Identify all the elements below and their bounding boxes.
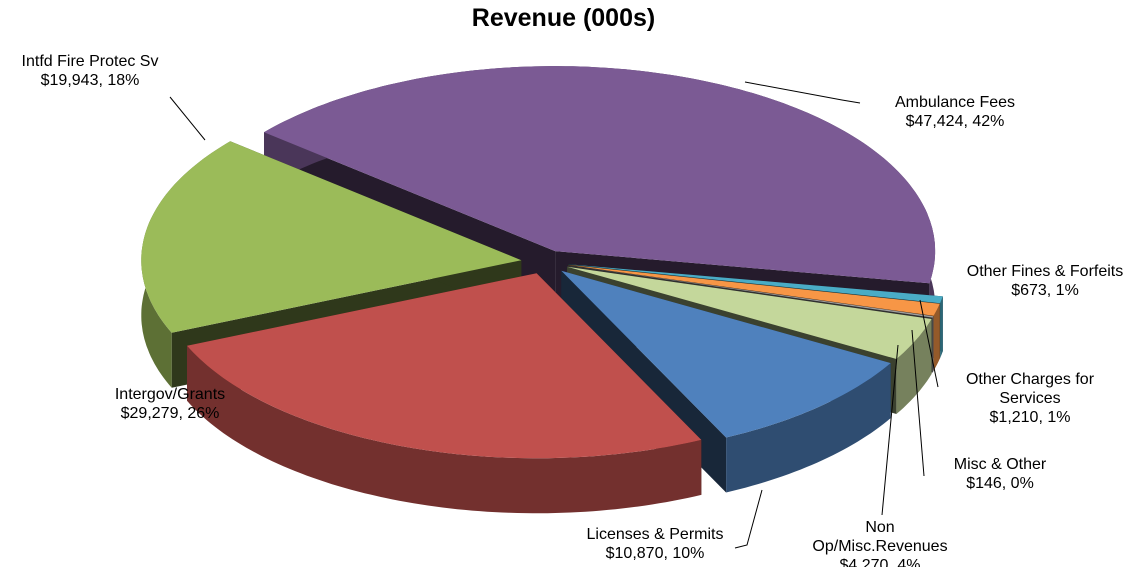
value-label: $29,279, 26% [120, 405, 220, 422]
chart-title: Revenue (000s) [471, 4, 656, 32]
data-label: Licenses & Permits $10,870, 10% [545, 525, 765, 563]
category-label: Ambulance Fees [894, 94, 1016, 111]
data-label: Other Charges for Services $1,210, 1% [935, 370, 1125, 427]
data-label: Intfd Fire Protec Sv $19,943, 18% [0, 52, 200, 90]
data-label: Other Fines & Forfeits $673, 1% [960, 262, 1127, 300]
value-label: $1,210, 1% [989, 409, 1071, 426]
data-label: Intergov/Grants $29,279, 26% [60, 385, 280, 423]
slice-wall [896, 319, 932, 414]
leader-line [734, 489, 763, 549]
data-label: Misc & Other $146, 0% [920, 455, 1080, 493]
slice-wall [940, 296, 943, 359]
slice [264, 66, 936, 284]
slice-wall [726, 363, 891, 493]
slice [568, 264, 943, 304]
slice-wall [932, 316, 934, 373]
slice-wall [933, 303, 940, 371]
value-label: $10,870, 10% [605, 545, 705, 562]
data-label: Non Op/Misc.Revenues $4,270, 4% [805, 518, 955, 567]
slice-wall [187, 345, 702, 514]
value-label: $673, 1% [1011, 282, 1079, 299]
leader-line [744, 81, 861, 104]
category-label: Licenses & Permits [586, 526, 724, 543]
leader-line [881, 344, 899, 516]
value-label: $4,270, 4% [839, 557, 921, 567]
slice [568, 264, 940, 316]
value-label: $146, 0% [966, 475, 1034, 492]
slice [141, 141, 522, 333]
slice [568, 265, 934, 318]
slice [567, 266, 932, 359]
slice [187, 273, 702, 459]
category-label: Non Op/Misc.Revenues [812, 519, 948, 555]
value-label: $19,943, 18% [40, 72, 140, 89]
value-label: $47,424, 42% [905, 113, 1005, 130]
data-label: Ambulance Fees $47,424, 42% [845, 93, 1065, 131]
leader-line [169, 96, 206, 141]
leader-line [919, 299, 939, 388]
category-label: Misc & Other [953, 456, 1047, 473]
category-label: Intergov/Grants [114, 386, 226, 403]
category-label: Intfd Fire Protec Sv [21, 53, 159, 70]
category-label: Other Fines & Forfeits [966, 263, 1124, 280]
category-label: Other Charges for Services [965, 371, 1095, 407]
leader-line [911, 329, 925, 477]
slice [561, 270, 891, 438]
